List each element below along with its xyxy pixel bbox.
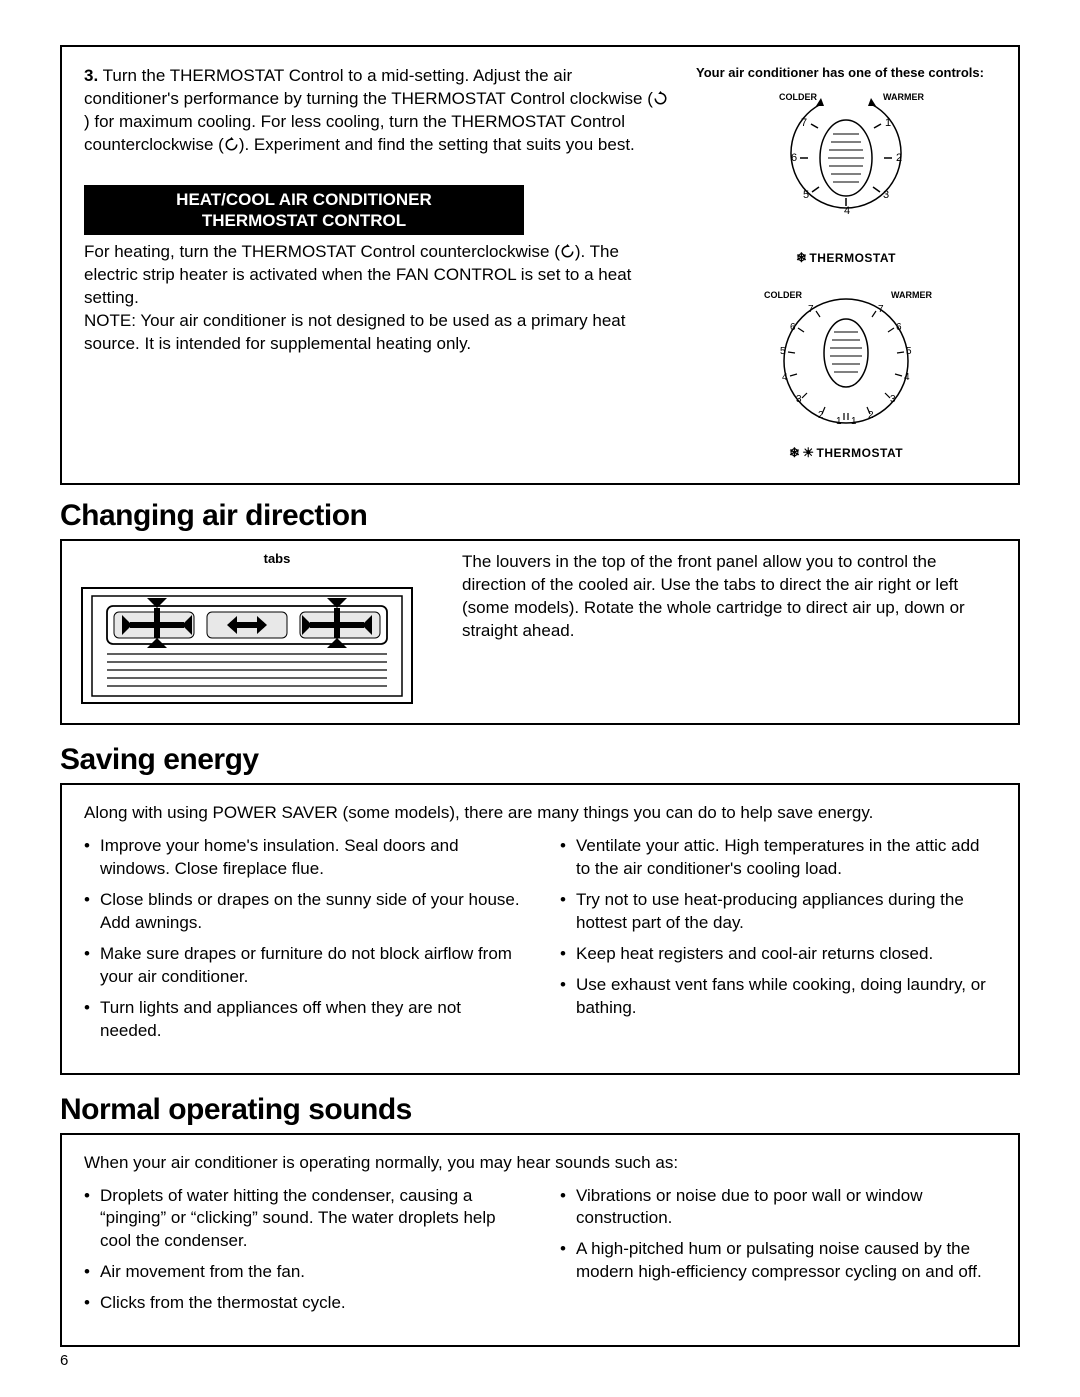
clockwise-icon <box>653 91 668 106</box>
saving-energy-intro: Along with using POWER SAVER (some model… <box>84 803 996 823</box>
sun-icon: ☀ <box>802 445 814 460</box>
svg-text:2: 2 <box>896 152 902 164</box>
list-item: Droplets of water hitting the condenser,… <box>84 1185 520 1254</box>
normal-sounds-left-list: Droplets of water hitting the condenser,… <box>84 1185 520 1316</box>
normal-sounds-right-list: Vibrations or noise due to poor wall or … <box>560 1185 996 1285</box>
list-item: Improve your home's insulation. Seal doo… <box>84 835 520 881</box>
louver-diagram <box>72 568 422 708</box>
list-item: Close blinds or drapes on the sunny side… <box>84 889 520 935</box>
heat-text: For heating, turn the THERMOSTAT Control… <box>84 241 668 310</box>
step-text-part1: Turn the THERMOSTAT Control to a mid-set… <box>84 66 653 108</box>
svg-text:5: 5 <box>906 346 912 357</box>
heat-text-part1: For heating, turn the THERMOSTAT Control… <box>84 242 560 261</box>
thermostat-dial-1: COLDER WARMER 1 2 3 4 5 6 7 <box>696 86 996 266</box>
thermostat-box: 3. Turn the THERMOSTAT Control to a mid-… <box>60 45 1020 485</box>
tabs-label: tabs <box>132 551 422 566</box>
svg-text:6: 6 <box>896 322 902 333</box>
warmer-label: WARMER <box>883 92 924 102</box>
heat-note: NOTE: Your air conditioner is not design… <box>84 310 668 356</box>
counterclockwise-icon <box>560 244 575 259</box>
svg-text:COLDER: COLDER <box>764 290 803 300</box>
step-3-text: 3. Turn the THERMOSTAT Control to a mid-… <box>84 65 668 157</box>
svg-text:4: 4 <box>904 372 910 383</box>
list-item: Ventilate your attic. High temperatures … <box>560 835 996 881</box>
dial2-caption: ❄☀THERMOSTAT <box>696 445 996 461</box>
list-item: Clicks from the thermostat cycle. <box>84 1292 520 1315</box>
step-text-part3: ). Experiment and find the setting that … <box>239 135 635 154</box>
saving-energy-left-list: Improve your home's insulation. Seal doo… <box>84 835 520 1043</box>
svg-text:6: 6 <box>790 322 796 333</box>
svg-text:6: 6 <box>791 152 797 164</box>
saving-energy-title: Saving energy <box>60 743 1020 777</box>
svg-text:3: 3 <box>796 394 802 405</box>
svg-text:4: 4 <box>782 372 788 383</box>
svg-text:4: 4 <box>844 205 850 217</box>
svg-text:7: 7 <box>801 117 807 129</box>
svg-text:1: 1 <box>836 416 842 427</box>
heat-cool-banner: HEAT/COOL AIR CONDITIONER THERMOSTAT CON… <box>84 185 524 236</box>
normal-sounds-box: When your air conditioner is operating n… <box>60 1133 1020 1348</box>
banner-line1: HEAT/COOL AIR CONDITIONER <box>92 189 516 210</box>
list-item: Air movement from the fan. <box>84 1261 520 1284</box>
page-number: 6 <box>60 1352 68 1369</box>
list-item: Keep heat registers and cool-air returns… <box>560 943 996 966</box>
louver-text: The louvers in the top of the front pane… <box>462 551 1002 643</box>
changing-air-direction-title: Changing air direction <box>60 499 1020 533</box>
list-item: Turn lights and appliances off when they… <box>84 997 520 1043</box>
list-item: Use exhaust vent fans while cooking, doi… <box>560 974 996 1020</box>
svg-text:5: 5 <box>780 346 786 357</box>
banner-line2: THERMOSTAT CONTROL <box>92 210 516 231</box>
controls-caption: Your air conditioner has one of these co… <box>696 65 996 80</box>
svg-text:3: 3 <box>883 189 889 201</box>
svg-text:7: 7 <box>808 304 814 315</box>
step-number: 3. <box>84 66 98 85</box>
svg-text:WARMER: WARMER <box>891 290 932 300</box>
svg-text:5: 5 <box>803 189 809 201</box>
svg-text:3: 3 <box>890 394 896 405</box>
snowflake-icon: ❄ <box>796 250 807 265</box>
svg-text:1: 1 <box>851 416 857 427</box>
svg-text:7: 7 <box>878 304 884 315</box>
svg-text:1: 1 <box>885 117 891 129</box>
counterclockwise-icon <box>224 137 239 152</box>
snowflake-icon: ❄ <box>789 445 800 460</box>
list-item: A high-pitched hum or pulsating noise ca… <box>560 1238 996 1284</box>
saving-energy-right-list: Ventilate your attic. High temperatures … <box>560 835 996 1020</box>
thermostat-dial-2: COLDER WARMER 7 6 5 4 3 2 1 7 6 5 4 3 <box>696 286 996 461</box>
list-item: Vibrations or noise due to poor wall or … <box>560 1185 996 1231</box>
list-item: Make sure drapes or furniture do not blo… <box>84 943 520 989</box>
normal-sounds-title: Normal operating sounds <box>60 1093 1020 1127</box>
normal-sounds-intro: When your air conditioner is operating n… <box>84 1153 996 1173</box>
list-item: Try not to use heat-producing appliances… <box>560 889 996 935</box>
changing-air-direction-box: tabs <box>60 539 1020 725</box>
saving-energy-box: Along with using POWER SAVER (some model… <box>60 783 1020 1075</box>
colder-label: COLDER <box>779 92 818 102</box>
dial1-caption: ❄THERMOSTAT <box>696 250 996 266</box>
